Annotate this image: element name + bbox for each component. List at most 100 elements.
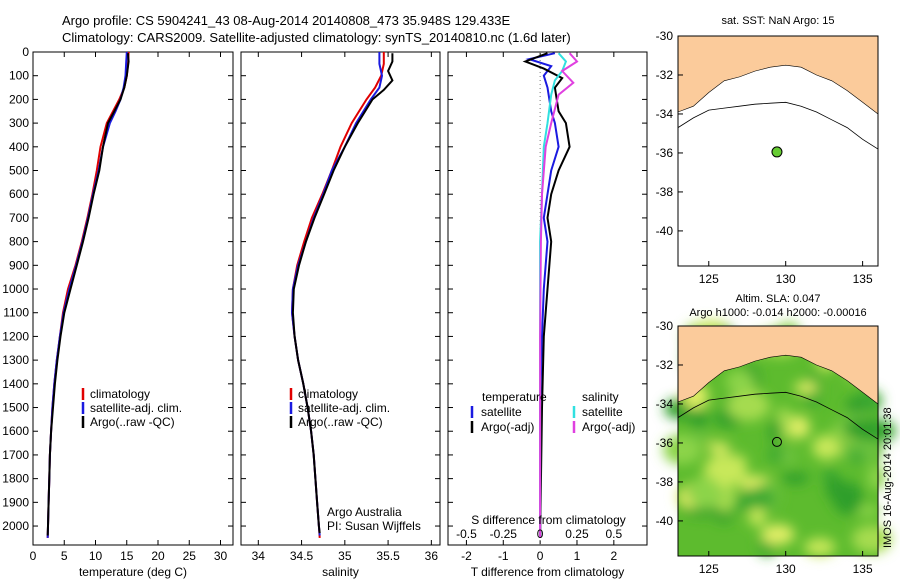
- x2-tick-label: -0.5: [456, 527, 477, 541]
- map-y-tick-label: -30: [656, 319, 674, 333]
- sla-anomaly: [768, 447, 784, 463]
- map-y-tick-label: -40: [656, 224, 674, 238]
- x-tick-label: 30: [214, 549, 228, 563]
- x2-tick-label: 0: [537, 527, 544, 541]
- sla-anomaly: [851, 525, 892, 554]
- map-y-tick-label: -36: [656, 146, 674, 160]
- map-x-tick-label: 135: [853, 562, 873, 576]
- y-tick-label: 400: [9, 140, 29, 154]
- sla-anomaly: [687, 430, 713, 442]
- map-y-tick-label: -30: [656, 29, 674, 43]
- y-tick-label: 300: [9, 116, 29, 130]
- legend-title: salinity: [582, 390, 619, 404]
- sla-anomaly: [845, 397, 866, 414]
- map-y-tick-label: -38: [656, 475, 674, 489]
- map-frame: [677, 35, 879, 267]
- land-mass: [677, 325, 879, 405]
- panel-salinity: 34 34.5 35 35.5 36 salinity climatologysatelli…: [240, 51, 441, 579]
- y-tick-label: 1400: [2, 377, 29, 391]
- legend-label: climatology: [298, 387, 358, 401]
- y-tick-label: 800: [9, 235, 29, 249]
- y-tick-label: 1200: [2, 329, 29, 343]
- legend-label: satellite-adj. clim.: [298, 401, 390, 415]
- y-tick-label: 1000: [2, 282, 29, 296]
- legend-label: climatology: [90, 387, 150, 401]
- map-y-tick-label: -36: [656, 436, 674, 450]
- panel-difference: -2 -1 0 1 2 T difference from climatology temp…: [447, 51, 648, 579]
- legend-label: Argo(..raw -QC): [298, 415, 383, 429]
- y-tick-label: 1300: [2, 353, 29, 367]
- y-tick-label: 1800: [2, 472, 29, 486]
- y-tick-label: 0: [22, 45, 29, 59]
- x-axis-label: T difference from climatology: [471, 565, 625, 579]
- argo-float-marker: [771, 436, 782, 447]
- x-axis-label: temperature (deg C): [79, 565, 187, 579]
- map-sst_map: 125 130 135 -30 -32 -34 -36 -38 -40 sat. SST: NaN…: [656, 15, 879, 286]
- legend-label: Argo(..raw -QC): [90, 415, 175, 429]
- plot-frame-salinity: [240, 51, 441, 546]
- map-title: Altim. SLA: 0.047: [736, 293, 821, 305]
- depth-contour: [677, 391, 879, 440]
- sla-anomaly: [794, 381, 818, 394]
- sla-anomaly: [769, 419, 782, 444]
- plot-frame-temperature: [32, 51, 234, 546]
- sla-anomaly: [726, 390, 770, 421]
- map-x-tick-label: 130: [776, 272, 796, 286]
- x-tick-label: 15: [120, 549, 134, 563]
- land-mass: [677, 35, 879, 115]
- x-axis-label: salinity: [322, 565, 359, 579]
- sla-anomaly: [689, 475, 721, 510]
- sla-anomaly: [832, 482, 863, 515]
- x-tick-label: -1: [498, 549, 509, 563]
- x-tick-label: 5: [61, 549, 68, 563]
- series-line-salinity_argo: [539, 52, 579, 538]
- x-tick-label: 1: [574, 549, 581, 563]
- sla-anomaly: [804, 538, 836, 557]
- legend-title: temperature: [482, 390, 547, 404]
- sla-anomaly: [706, 442, 730, 453]
- argo-float-marker: [771, 146, 783, 158]
- map-title: sat. SST: NaN Argo: 15: [721, 15, 834, 27]
- y-tick-label: 1600: [2, 424, 29, 438]
- x-tick-label: 0: [30, 549, 37, 563]
- legend-label: Argo(-adj): [481, 420, 534, 434]
- depth-contour: [677, 101, 879, 150]
- x2-tick-label: 0.25: [565, 527, 589, 541]
- y-tick-label: 900: [9, 258, 29, 272]
- climatology-title: Climatology: CARS2009. Satellite-adjuste…: [62, 30, 571, 45]
- credit-line: PI: Susan Wijffels: [327, 519, 421, 533]
- sla-anomaly: [715, 511, 733, 523]
- profile-title: Argo profile: CS 5904241_43 08-Aug-2014 …: [62, 13, 511, 28]
- sla-anomaly: [781, 471, 810, 485]
- x-tick-label: 2: [610, 549, 617, 563]
- y-tick-label: 2000: [2, 519, 29, 533]
- sla-anomaly: [781, 446, 798, 467]
- imos-timestamp: IMOS 16-Aug-2014 20:01:38: [882, 407, 894, 548]
- y-tick-label: 700: [9, 211, 29, 225]
- map-y-tick-label: -38: [656, 185, 674, 199]
- series-line-argo: [46, 53, 130, 536]
- map-sla_map: 125 130 135 -30 -32 -34 -36 -38 -40 Altim. SLA: 0…: [656, 293, 897, 576]
- legend-label: Argo(-adj): [582, 420, 635, 434]
- sla-anomaly: [786, 415, 811, 439]
- x-tick-label: 34.5: [290, 549, 314, 563]
- map-y-tick-label: -34: [656, 107, 674, 121]
- y-tick-label: 200: [9, 92, 29, 106]
- sla-anomaly: [737, 487, 775, 510]
- sla-anomaly: [812, 434, 842, 460]
- sla-anomaly: [748, 507, 766, 527]
- x-tick-label: 25: [183, 549, 197, 563]
- sla-anomaly: [662, 434, 702, 465]
- panel-temperature: 0 5 10 15 20 25 30 temperature (deg C) 0 100 200 30…: [2, 45, 234, 579]
- x-tick-label: 0: [537, 549, 544, 563]
- x-tick-label: 10: [89, 549, 103, 563]
- y-tick-label: 1100: [3, 306, 29, 320]
- x2-tick-label: 0.5: [605, 527, 622, 541]
- map-x-tick-label: 125: [699, 272, 719, 286]
- map-x-tick-label: 135: [853, 272, 873, 286]
- legend-label: satellite: [481, 405, 522, 419]
- sla-anomaly: [732, 455, 747, 481]
- map-y-tick-label: -32: [656, 68, 674, 82]
- y-tick-label: 1500: [2, 401, 29, 415]
